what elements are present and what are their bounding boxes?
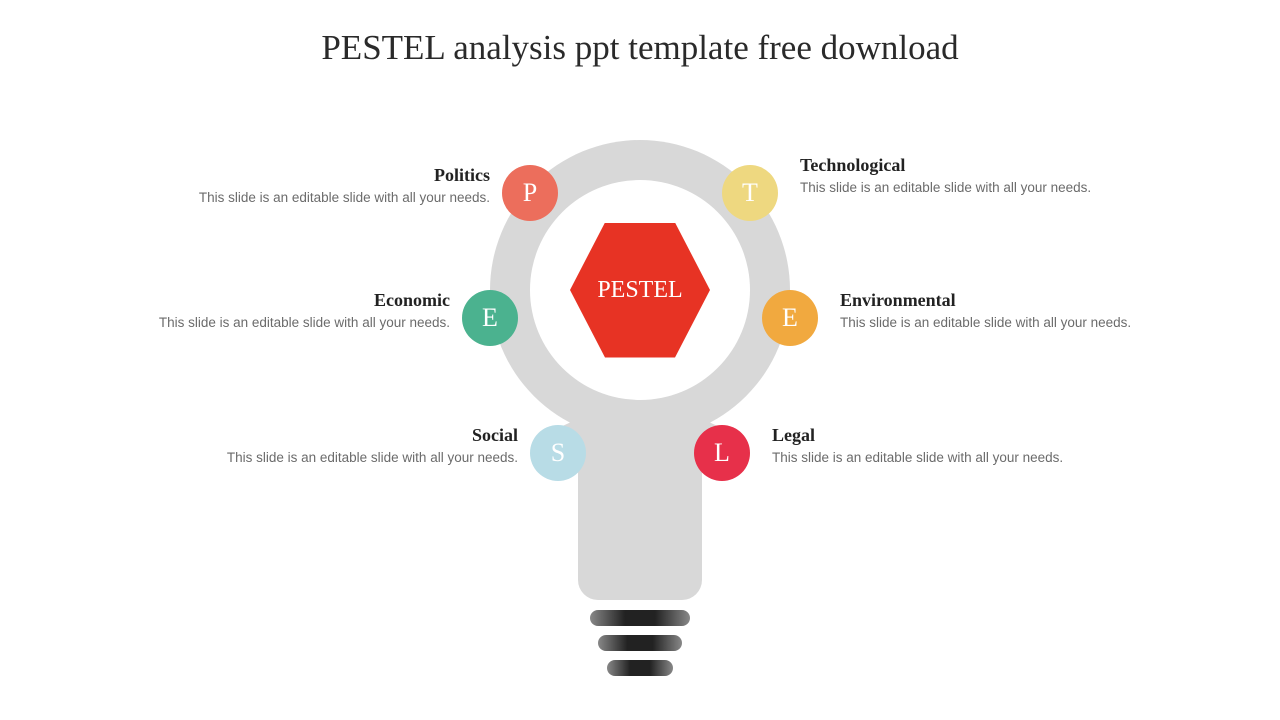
label-title: Technological: [800, 155, 1120, 176]
label-desc: This slide is an editable slide with all…: [170, 190, 490, 205]
label-desc: This slide is an editable slide with all…: [198, 450, 518, 465]
node-environmental: E: [762, 290, 818, 346]
node-technological: T: [722, 165, 778, 221]
label-economic: Economic This slide is an editable slide …: [130, 290, 450, 330]
node-politics: P: [502, 165, 558, 221]
label-legal: Legal This slide is an editable slide wit…: [772, 425, 1092, 465]
node-economic: E: [462, 290, 518, 346]
bulb-thread: [598, 635, 682, 651]
label-title: Social: [198, 425, 518, 446]
label-title: Politics: [170, 165, 490, 186]
label-environmental: Environmental This slide is an editable s…: [840, 290, 1160, 330]
bulb-thread: [607, 660, 673, 676]
center-hexagon: PESTEL: [570, 220, 710, 360]
node-letter: S: [551, 438, 565, 468]
node-legal: L: [694, 425, 750, 481]
node-letter: L: [714, 438, 730, 468]
node-letter: P: [523, 178, 537, 208]
label-title: Environmental: [840, 290, 1160, 311]
label-politics: Politics This slide is an editable slide …: [170, 165, 490, 205]
bulb-thread: [590, 610, 690, 626]
page-title: PESTEL analysis ppt template free downlo…: [0, 28, 1280, 68]
center-label: PESTEL: [597, 277, 682, 304]
label-social: Social This slide is an editable slide wi…: [198, 425, 518, 465]
label-desc: This slide is an editable slide with all…: [130, 315, 450, 330]
hexagon-shape: PESTEL: [570, 223, 710, 358]
label-title: Economic: [130, 290, 450, 311]
label-desc: This slide is an editable slide with all…: [840, 315, 1160, 330]
label-desc: This slide is an editable slide with all…: [772, 450, 1092, 465]
node-letter: E: [482, 303, 498, 333]
node-social: S: [530, 425, 586, 481]
label-technological: Technological This slide is an editable s…: [800, 155, 1120, 195]
label-title: Legal: [772, 425, 1092, 446]
node-letter: E: [782, 303, 798, 333]
node-letter: T: [742, 178, 758, 208]
label-desc: This slide is an editable slide with all…: [800, 180, 1120, 195]
